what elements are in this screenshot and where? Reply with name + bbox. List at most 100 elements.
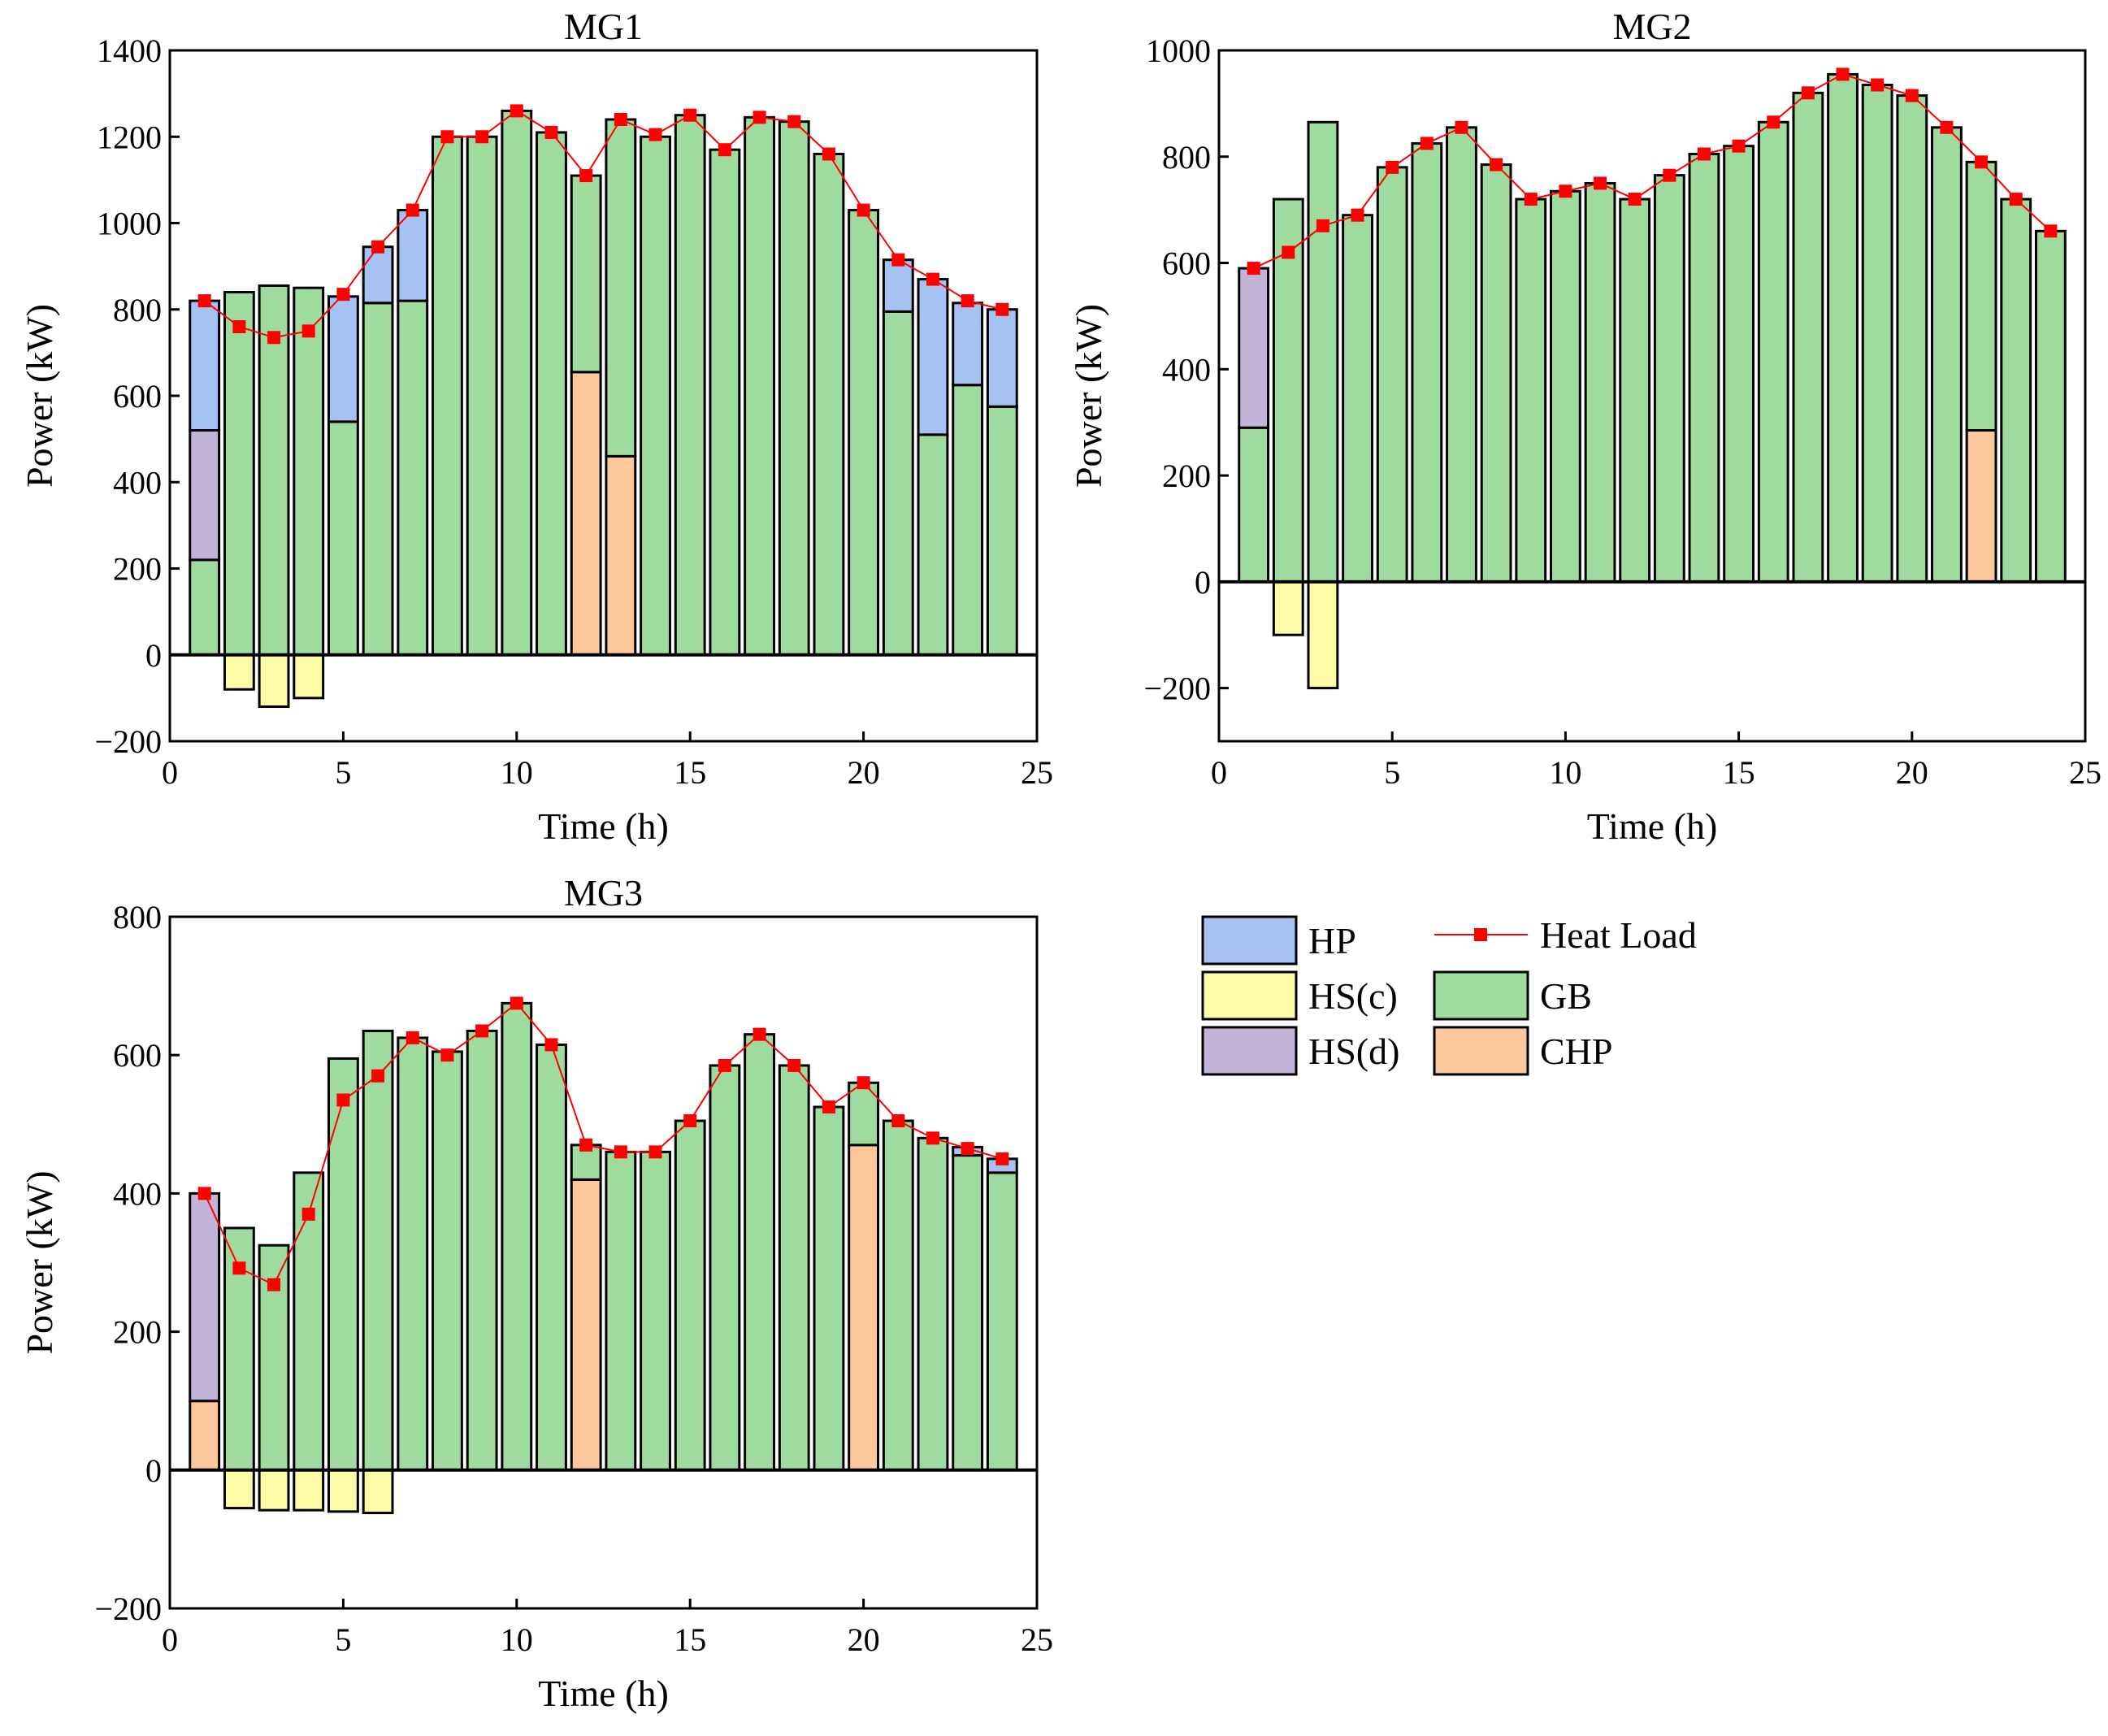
panel-title: MG3 — [564, 872, 643, 914]
y-tick-label: 0 — [145, 637, 162, 674]
bar-gb-7 — [397, 1036, 429, 1472]
heat-load-marker-2 — [1282, 245, 1295, 259]
legend-heat_load-label: Heat Load — [1540, 914, 1697, 956]
heat-load-marker-20 — [857, 1076, 870, 1090]
y-tick-label: −200 — [94, 723, 162, 760]
heat-load-marker-13 — [614, 1145, 627, 1159]
bar-hsc-4 — [293, 1469, 325, 1512]
heat-load-marker-20 — [1905, 89, 1919, 102]
legend-hsc-swatch — [1201, 970, 1298, 1021]
heat-load-marker-17 — [753, 111, 766, 124]
heat-load-marker-20 — [857, 203, 870, 217]
bar-gb-24 — [2034, 229, 2067, 584]
bar-gb-5 — [327, 1057, 359, 1472]
bar-gb-4 — [1342, 214, 1373, 584]
legend-chp-label: CHP — [1540, 1031, 1612, 1072]
bar-gb-11 — [1584, 181, 1616, 584]
legend-hsd-label: HS(d) — [1308, 1031, 1399, 1072]
y-axis-title: Power (kW) — [19, 304, 60, 488]
mg2-chart: MG2 −200 0 200 400 600 800 1000 0 5 10 15 20 25 Time (… — [1068, 6, 2101, 847]
bar-hp-21 — [882, 258, 914, 313]
x-tick-label: 10 — [501, 754, 533, 791]
bar-gb-13 — [605, 1150, 637, 1472]
bar-gb-9 — [1515, 197, 1547, 584]
heat-load-marker-17 — [753, 1027, 766, 1041]
bar-gb-9 — [466, 1029, 498, 1472]
bar-gb-8 — [432, 1050, 463, 1472]
heat-load-marker-6 — [371, 1069, 385, 1083]
heat-load-marker-16 — [718, 1058, 731, 1072]
legend-gb-label: GB — [1540, 975, 1592, 1017]
heat-load-marker-10 — [1559, 184, 1572, 198]
bar-hp-1 — [189, 299, 221, 432]
bar-gb-20 — [1896, 94, 1928, 584]
y-tick-label: −200 — [94, 1591, 162, 1627]
bar-gb-12 — [570, 174, 602, 374]
y-tick-label: 800 — [113, 899, 162, 935]
bar-gb-21 — [882, 310, 914, 657]
bar-hsc-4 — [293, 653, 325, 700]
bar-hsc-3 — [258, 653, 290, 708]
bar-gb-1 — [1238, 426, 1270, 584]
panel-title: MG2 — [1612, 6, 1691, 47]
x-tick-label: 20 — [1896, 754, 1928, 791]
bar-gb-14 — [640, 1150, 671, 1472]
bar-gb-9 — [466, 135, 498, 657]
bar-gb-18 — [1827, 72, 1859, 584]
heat-load-marker-18 — [787, 1058, 801, 1072]
bar-hsc-2 — [223, 653, 255, 691]
x-tick-label: 25 — [1021, 754, 1053, 791]
bar-gb-24 — [986, 1171, 1018, 1472]
heat-load-marker-15 — [1732, 139, 1746, 153]
bar-gb-16 — [709, 1064, 741, 1472]
heat-load-marker-22 — [926, 272, 939, 286]
bar-gb-11 — [536, 1043, 567, 1472]
bar-gb-6 — [362, 302, 394, 657]
bar-gb-13 — [1653, 174, 1685, 584]
heat-load-marker-3 — [1316, 219, 1329, 232]
y-tick-label: 0 — [145, 1452, 162, 1489]
y-tick-label: 1000 — [1146, 33, 1211, 69]
legend-heat_load-marker — [1474, 928, 1487, 941]
bar-gb-19 — [1861, 84, 1893, 584]
bar-gb-19 — [813, 1105, 845, 1472]
heat-load-marker-1 — [1247, 262, 1260, 276]
bar-hsc-2 — [223, 1469, 255, 1510]
y-tick-label: 200 — [113, 551, 162, 588]
heat-load-marker-7 — [1455, 120, 1468, 134]
bar-gb-11 — [536, 131, 567, 657]
bar-hsc-6 — [362, 1469, 394, 1515]
heat-load-marker-22 — [926, 1131, 939, 1145]
heat-load-marker-11 — [544, 1038, 558, 1052]
bar-gb-15 — [674, 1119, 706, 1472]
heat-load-marker-5 — [1386, 160, 1399, 174]
bar-hsc-3 — [258, 1469, 290, 1512]
heat-load-marker-10 — [510, 996, 523, 1010]
bar-hp-5 — [327, 295, 359, 423]
x-tick-label: 5 — [335, 1621, 351, 1658]
bar-gb-6 — [1411, 141, 1443, 584]
bar-hsd-1 — [1238, 267, 1270, 429]
heat-load-marker-4 — [301, 324, 315, 338]
legend-hp-label: HP — [1308, 920, 1356, 961]
bar-gb-7 — [1446, 126, 1477, 584]
heat-load-marker-24 — [2044, 224, 2058, 238]
x-tick-label: 25 — [1021, 1621, 1053, 1658]
bar-gb-20 — [848, 1081, 880, 1147]
y-tick-label: 1400 — [97, 33, 162, 69]
bar-gb-2 — [223, 291, 255, 657]
bar-gb-15 — [674, 114, 706, 657]
x-tick-label: 10 — [1549, 754, 1581, 791]
x-tick-label: 5 — [335, 754, 351, 791]
y-tick-label: 400 — [1162, 351, 1211, 388]
x-tick-label: 20 — [848, 754, 880, 791]
bar-chp-12 — [570, 1178, 602, 1472]
heat-load-marker-4 — [301, 1207, 315, 1221]
bar-gb-10 — [501, 1001, 533, 1472]
bar-gb-17 — [1792, 91, 1824, 584]
bar-hsc-5 — [327, 1469, 359, 1513]
heat-load-marker-10 — [510, 104, 523, 118]
heat-load-marker-2 — [232, 320, 246, 333]
heat-load-marker-16 — [1767, 115, 1781, 129]
